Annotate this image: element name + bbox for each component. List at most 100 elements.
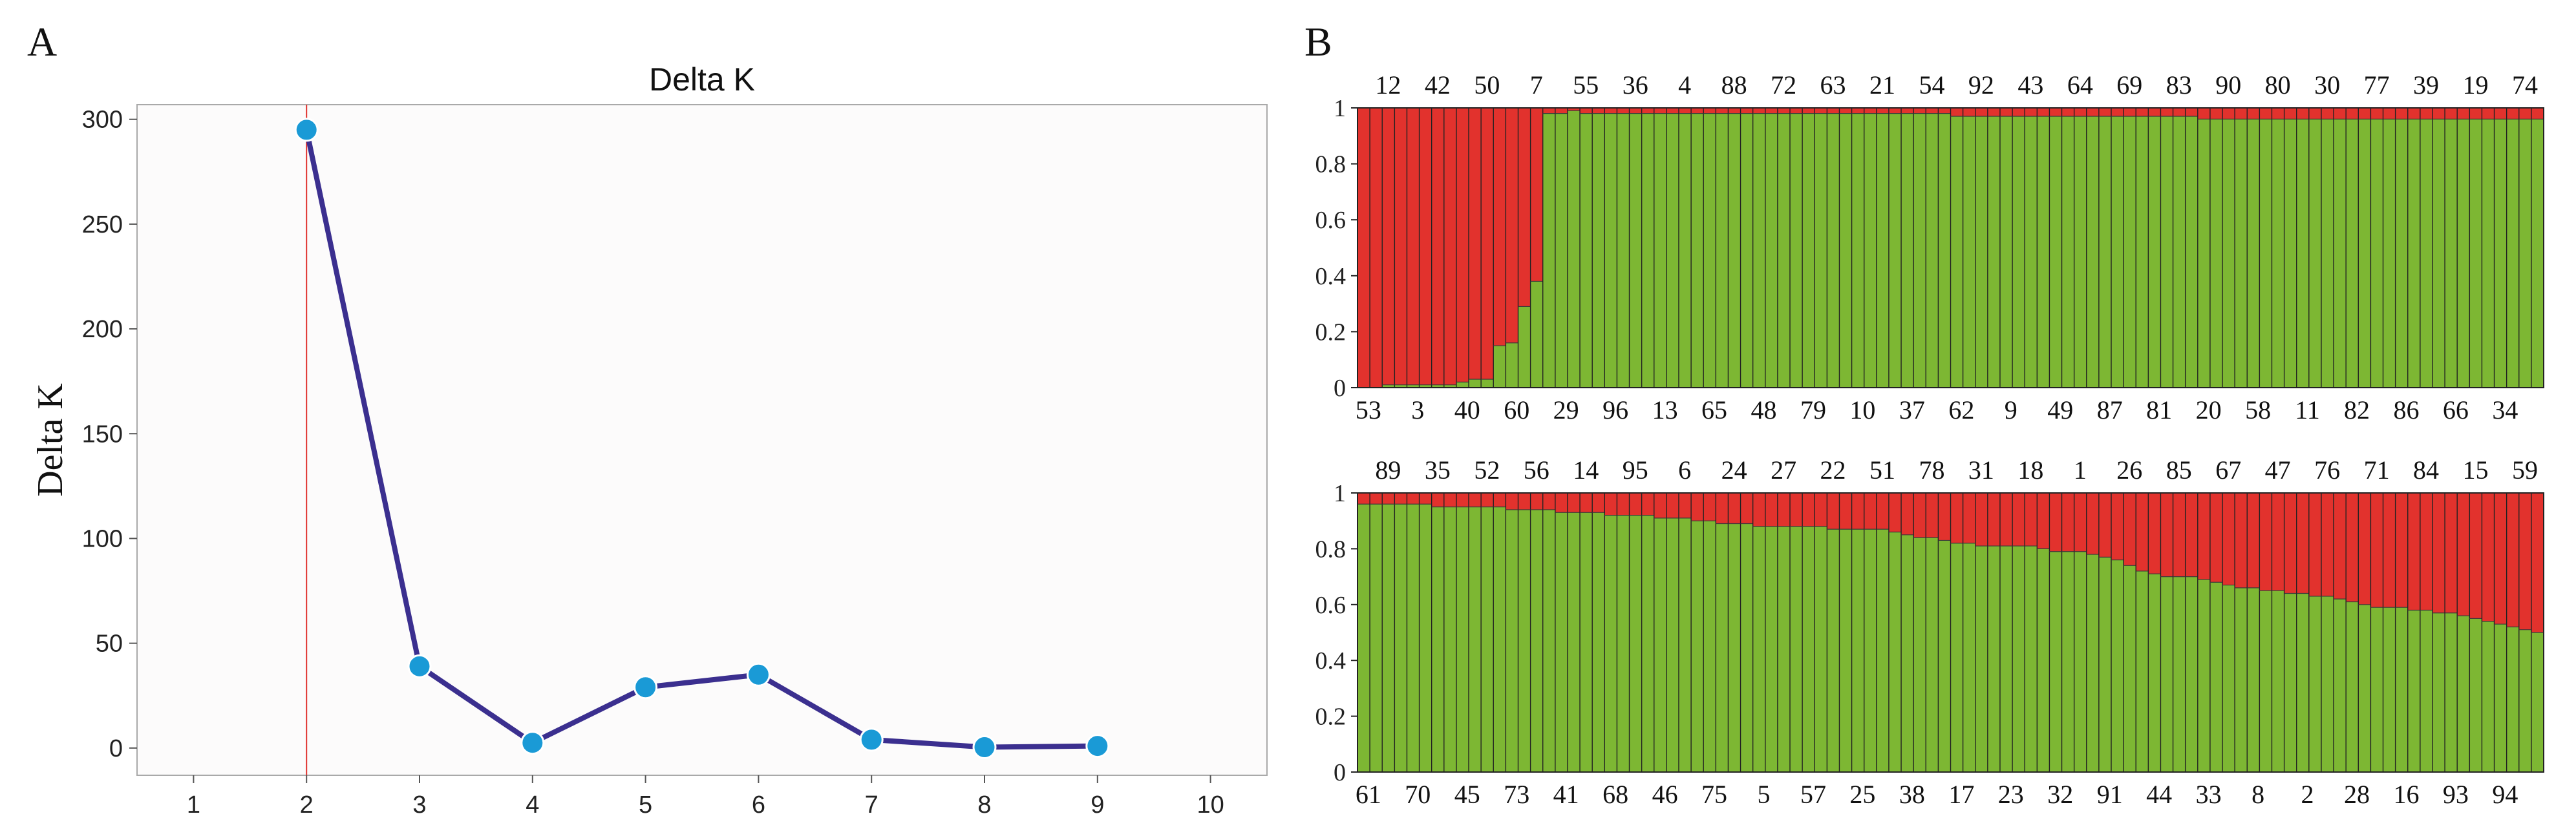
structure-y-tick-label: 0.6: [1315, 592, 1347, 619]
cluster1-bar: [2136, 570, 2149, 772]
sample-label-bottom: 46: [1652, 780, 1678, 809]
delta-k-point: [407, 654, 432, 678]
sample-label-top: 35: [1425, 455, 1451, 485]
cluster1-bar: [2531, 632, 2544, 772]
cluster1-bar: [1740, 523, 1754, 772]
cluster2-bar: [1443, 108, 1457, 388]
cluster1-bar: [2284, 119, 2297, 388]
cluster1-bar: [2432, 119, 2445, 388]
sample-label-bottom: 86: [2393, 395, 2419, 424]
cluster1-bar: [1864, 113, 1877, 388]
sample-label-top: 42: [1425, 70, 1451, 99]
cluster1-bar: [1431, 507, 1445, 772]
cluster1-bar: [1530, 509, 1544, 772]
cluster1-bar: [2358, 119, 2371, 388]
sample-label-bottom: 60: [1504, 395, 1529, 424]
sample-label-bottom: 87: [2097, 395, 2123, 424]
sample-label-top: 63: [1820, 70, 1846, 99]
cluster2-bar: [1493, 108, 1506, 388]
cluster1-bar: [1654, 113, 1667, 388]
cluster1-bar: [1567, 110, 1581, 388]
sample-label-bottom: 62: [1948, 395, 1974, 424]
cluster1-bar: [2086, 116, 2100, 388]
cluster1-bar: [2111, 116, 2124, 388]
cluster1-bar: [1456, 382, 1469, 388]
sample-label-top: 14: [1573, 455, 1599, 485]
cluster1-bar: [1987, 116, 2001, 388]
cluster1-bar: [1518, 509, 1531, 772]
cluster1-bar: [1999, 116, 2013, 388]
cluster1-bar: [1481, 379, 1494, 388]
cluster1-bar: [1950, 116, 1964, 388]
sample-label-top: 95: [1623, 455, 1648, 485]
sample-label-bottom: 38: [1899, 780, 1925, 809]
sample-label-bottom: 93: [2443, 780, 2469, 809]
structure-y-tick-label: 0: [1334, 375, 1346, 402]
sample-label-top: 22: [1820, 455, 1846, 485]
sample-label-top: 6: [1678, 455, 1691, 485]
cluster2-bar: [1469, 108, 1482, 388]
sample-label-top: 83: [2166, 70, 2192, 99]
cluster1-bar: [2086, 554, 2100, 772]
cluster1-bar: [1827, 113, 1840, 388]
cluster1-bar: [2259, 590, 2273, 772]
sample-label-top: 50: [1474, 70, 1500, 99]
sample-label-bottom: 70: [1405, 780, 1431, 809]
delta-k-point: [746, 662, 771, 687]
cluster1-bar: [2148, 116, 2162, 388]
sample-label-top: 7: [1530, 70, 1543, 99]
sample-label-bottom: 9: [2005, 395, 2017, 424]
cluster1-bar: [1802, 526, 1815, 772]
sample-label-top: 18: [2017, 455, 2043, 485]
sample-label-bottom: 20: [2196, 395, 2222, 424]
cluster1-bar: [1901, 113, 1914, 388]
cluster1-bar: [2334, 599, 2347, 772]
cluster1-bar: [1827, 529, 1840, 772]
cluster1-bar: [1777, 113, 1791, 388]
cluster1-bar: [1666, 517, 1679, 772]
structure-y-tick-label: 0: [1334, 759, 1346, 786]
cluster1-bar: [2506, 119, 2520, 388]
sample-label-bottom: 33: [2196, 780, 2222, 809]
cluster1-bar: [1394, 384, 1408, 388]
cluster1-bar: [2482, 621, 2495, 772]
delta-k-point: [633, 675, 658, 700]
cluster1-bar: [2124, 565, 2136, 772]
sample-label-top: 36: [1623, 70, 1648, 99]
sample-label-top: 85: [2166, 455, 2192, 485]
cluster1-bar: [2160, 116, 2174, 388]
cluster1-bar: [1926, 538, 1939, 772]
sample-label-top: 88: [1721, 70, 1747, 99]
cluster1-bar: [1765, 526, 1778, 772]
cluster1-bar: [1604, 113, 1618, 388]
cluster1-bar: [2494, 119, 2507, 388]
cluster1-bar: [1716, 113, 1729, 388]
cluster1-bar: [1752, 526, 1766, 772]
cluster1-bar: [1443, 384, 1457, 388]
cluster1-bar: [1443, 507, 1457, 772]
cluster1-bar: [2420, 610, 2433, 772]
cluster1-bar: [1728, 523, 1741, 772]
sample-label-bottom: 23: [1998, 780, 2024, 809]
cluster1-bar: [1901, 534, 1914, 772]
cluster1-bar: [1407, 504, 1420, 772]
cluster1-bar: [1740, 113, 1754, 388]
cluster1-bar: [1716, 523, 1729, 772]
cluster2-bar: [1394, 108, 1408, 388]
cluster1-bar: [2383, 119, 2396, 388]
cluster1-bar: [2407, 610, 2421, 772]
cluster1-bar: [1777, 526, 1791, 772]
sample-label-bottom: 66: [2443, 395, 2469, 424]
sample-label-top: 47: [2265, 455, 2291, 485]
sample-label-top: 4: [1678, 70, 1691, 99]
cluster1-bar: [2148, 574, 2162, 772]
cluster1-bar: [2457, 119, 2470, 388]
delta-k-y-tick-label: 200: [82, 316, 123, 343]
cluster1-bar: [1518, 306, 1531, 388]
sample-label-bottom: 48: [1751, 395, 1776, 424]
cluster1-bar: [1987, 546, 2001, 772]
cluster2-bar: [1419, 108, 1432, 388]
cluster1-bar: [1469, 507, 1482, 772]
delta-k-x-tick-label: 5: [639, 791, 652, 819]
cluster1-bar: [1555, 113, 1568, 388]
